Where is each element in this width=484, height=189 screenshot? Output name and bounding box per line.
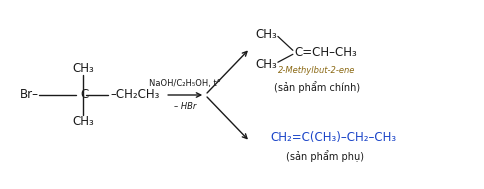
Text: – HBr: – HBr bbox=[174, 102, 196, 111]
Text: CH₃: CH₃ bbox=[255, 58, 276, 71]
Text: 2-Methylbut-2-ene: 2-Methylbut-2-ene bbox=[277, 66, 355, 75]
Text: CH₃: CH₃ bbox=[73, 62, 94, 75]
Text: CH₃: CH₃ bbox=[73, 115, 94, 128]
Text: –CH₂CH₃: –CH₂CH₃ bbox=[110, 88, 159, 101]
Text: (sản phẩm phụ): (sản phẩm phụ) bbox=[285, 150, 363, 162]
Text: C: C bbox=[80, 88, 89, 101]
Text: CH₂=C(CH₃)–CH₂–CH₃: CH₂=C(CH₃)–CH₂–CH₃ bbox=[270, 131, 395, 144]
Text: (sản phẩm chính): (sản phẩm chính) bbox=[273, 81, 359, 93]
Text: NaOH/C₂H₅OH, t°: NaOH/C₂H₅OH, t° bbox=[149, 79, 221, 88]
Text: Br–: Br– bbox=[19, 88, 39, 101]
Text: CH₃: CH₃ bbox=[255, 28, 276, 41]
Text: C=CH–CH₃: C=CH–CH₃ bbox=[294, 46, 357, 59]
